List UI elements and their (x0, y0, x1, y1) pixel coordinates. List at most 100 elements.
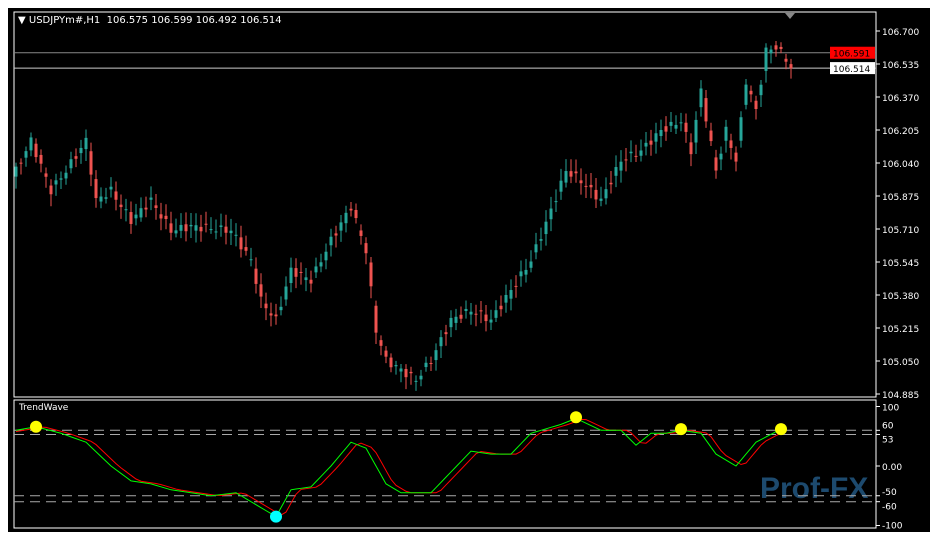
watermark-logo: Prof-FX (760, 472, 868, 505)
candle-body (739, 117, 743, 141)
candle-body (394, 365, 398, 367)
price-tick-label: 106.205 (882, 127, 919, 137)
candle-body (279, 306, 283, 311)
indicator-tick-label: 60 (882, 421, 894, 431)
candle-body (749, 90, 753, 95)
candle-body (99, 196, 103, 202)
candle-body (234, 234, 238, 236)
indicator-signal-line (15, 418, 782, 516)
candle-body (189, 224, 193, 227)
candle-body (589, 184, 593, 188)
candle-body (309, 279, 313, 284)
candle-body (219, 225, 223, 227)
candle-body (554, 201, 558, 203)
price-tick-label: 106.370 (882, 94, 919, 104)
candle-body (314, 266, 318, 273)
candle-body (714, 157, 718, 171)
price-tick-label: 106.040 (882, 160, 919, 170)
candle-body (779, 46, 783, 49)
candle-body (514, 285, 518, 287)
candle-body (429, 363, 433, 365)
candle-body (454, 316, 458, 323)
indicator-tick-label: 0.00 (882, 463, 902, 473)
candle-body (339, 222, 343, 231)
candle-body (724, 126, 728, 141)
candle-body (594, 189, 598, 200)
candle-body (159, 214, 163, 219)
candle-body (319, 262, 323, 267)
candle-body (199, 226, 203, 232)
candle-body (464, 308, 468, 312)
candle-body (649, 140, 653, 145)
candle-body (559, 180, 563, 192)
candle-body (74, 156, 78, 159)
candle-body (449, 317, 453, 328)
candle-body (329, 236, 333, 246)
candle-body (684, 122, 688, 132)
candle-body (289, 267, 293, 284)
candle-body (469, 311, 473, 315)
candle-body (224, 226, 228, 233)
candle-body (144, 207, 148, 210)
candle-body (604, 189, 608, 199)
price-tick-label: 106.535 (882, 61, 919, 71)
candle-body (549, 208, 553, 220)
candle-body (609, 182, 613, 185)
candle-body (364, 243, 368, 254)
candle-body (654, 133, 658, 142)
candle-body (54, 180, 58, 185)
candle-body (194, 225, 198, 231)
candle-body (694, 119, 698, 143)
candle-body (519, 271, 523, 277)
candle-body (184, 224, 188, 232)
candle-body (764, 47, 768, 71)
bid-price-label: 106.514 (833, 65, 870, 75)
candle-body (679, 122, 683, 124)
candle-body (574, 171, 578, 174)
candle-body (39, 154, 43, 164)
candle-body (599, 198, 603, 201)
indicator-tick-label: -60 (882, 503, 897, 513)
candle-body (709, 130, 713, 142)
candle-body (789, 64, 793, 69)
candle-body (324, 251, 328, 261)
candle-body (414, 380, 418, 382)
candle-body (104, 197, 108, 199)
candle-body (49, 185, 53, 195)
candle-body (204, 223, 208, 225)
candle-body (304, 277, 308, 281)
candle-body (504, 294, 508, 303)
candle-body (34, 143, 38, 158)
candle-body (109, 186, 113, 190)
price-tick-label: 106.700 (882, 28, 919, 38)
candle-body (734, 152, 738, 162)
candle-body (479, 310, 483, 312)
candle-body (299, 271, 303, 273)
candle-body (249, 259, 253, 261)
candle-body (634, 155, 638, 157)
chart-title: ▼ USDJPYm#,H1 106.575 106.599 106.492 10… (18, 15, 282, 26)
price-tick-label: 104.885 (882, 391, 919, 401)
candle-body (349, 208, 353, 211)
price-tick-label: 105.380 (882, 292, 919, 302)
chart-shift-marker-icon (785, 13, 795, 19)
bid-price-badge (830, 62, 875, 75)
candle-body (284, 286, 288, 300)
candle-body (344, 212, 348, 224)
candle-body (769, 49, 773, 54)
chart-window[interactable] (8, 8, 930, 532)
candle-body (669, 121, 673, 126)
candle-body (154, 205, 158, 209)
candle-body (774, 45, 778, 50)
candle-body (509, 290, 513, 299)
candle-body (424, 362, 428, 368)
candle-body (534, 244, 538, 253)
indicator-tick-label: 53 (882, 435, 893, 445)
candle-body (84, 137, 88, 150)
price-tick-label: 105.875 (882, 193, 919, 203)
candle-body (294, 268, 298, 277)
candle-body (174, 230, 178, 234)
candle-body (119, 204, 123, 208)
signal-dot (30, 420, 42, 433)
